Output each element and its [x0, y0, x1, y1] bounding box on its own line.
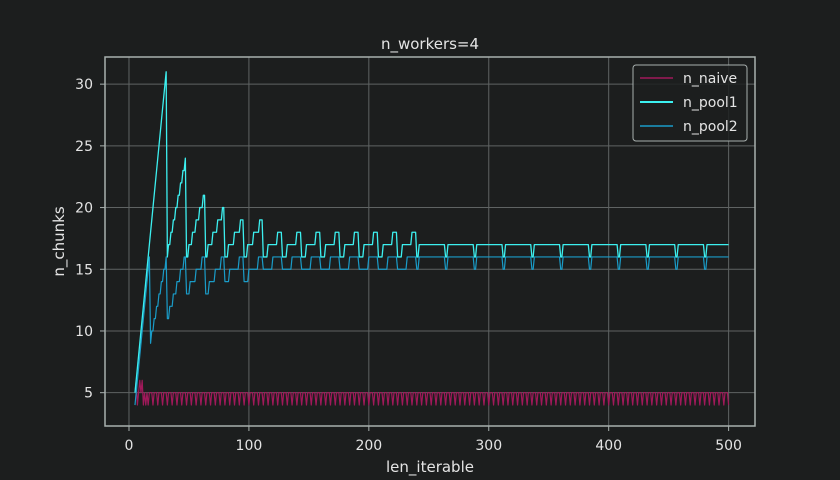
- y-tick-label: 15: [75, 262, 93, 278]
- chart-title: n_workers=4: [381, 35, 479, 54]
- series-line-n-pool1: [134, 71, 729, 393]
- legend: n_naive n_pool1 n_pool2: [632, 64, 748, 142]
- series-line-n-naive: [134, 379, 730, 406]
- axes-frame: [104, 56, 756, 427]
- legend-label-n-pool2: n_pool2: [683, 119, 738, 135]
- y-tick-label: 25: [75, 139, 93, 155]
- legend-label-n-naive: n_naive: [683, 71, 737, 87]
- series-line-n-pool2: [134, 256, 729, 406]
- y-tick-label: 10: [75, 324, 93, 340]
- x-tick-label: 500: [715, 438, 742, 454]
- y-tick-label: 30: [75, 77, 93, 93]
- legend-box: [632, 64, 748, 142]
- y-tick-label: 20: [75, 201, 93, 217]
- legend-label-n-pool1: n_pool1: [683, 95, 738, 111]
- x-tick-label: 200: [355, 438, 382, 454]
- x-tick-label: 0: [125, 438, 134, 454]
- y-axis-label: n_chunks: [50, 206, 69, 276]
- x-axis-label: len_iterable: [386, 458, 474, 477]
- x-tick-label: 100: [236, 438, 263, 454]
- x-tick-label: 300: [475, 438, 502, 454]
- x-tick-label: 400: [595, 438, 622, 454]
- y-tick-label: 5: [84, 386, 93, 402]
- tick-labels: 0 100 200 300 400 500 5 10 15 20 25 30: [75, 77, 742, 454]
- plot-area: [134, 71, 730, 406]
- grid-lines: [105, 57, 755, 426]
